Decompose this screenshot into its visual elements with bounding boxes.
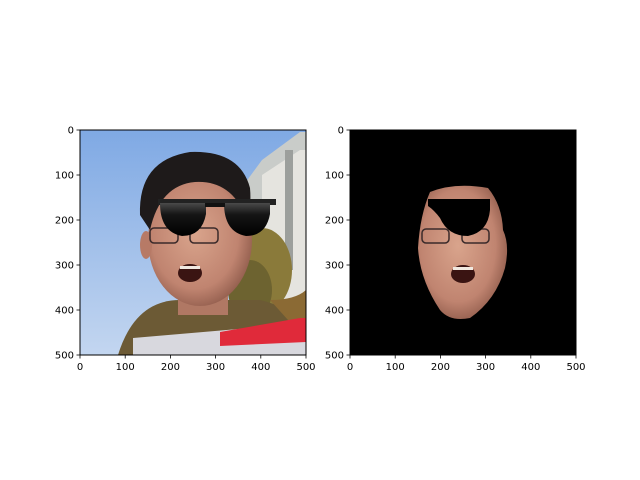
left-ytick-label: 0 [68,126,74,137]
left-xtick-label: 0 [77,362,83,373]
right-ytick-label: 300 [325,261,344,272]
left-ytick-label: 100 [55,171,74,182]
left-ytick-label: 300 [55,261,74,272]
right-xtick-label: 500 [566,362,585,373]
right-ytick-label: 0 [338,126,344,137]
left-photo [80,130,306,355]
right-xtick-label: 200 [431,362,450,373]
right-ytick-label: 400 [325,306,344,317]
left-xtick-label: 400 [251,362,270,373]
right-xtick-label: 400 [521,362,540,373]
left-xtick-label: 300 [206,362,225,373]
right-xtick-label: 300 [476,362,495,373]
right-ytick-label: 200 [325,216,344,227]
left-ytick-label: 200 [55,216,74,227]
left-ytick-label: 500 [55,351,74,362]
left-xtick-label: 500 [296,362,315,373]
right-ytick-label: 500 [325,351,344,362]
right-photo [350,130,576,355]
left-xtick-label: 100 [116,362,135,373]
left-xtick-label: 200 [161,362,180,373]
left-ytick-label: 400 [55,306,74,317]
sunglasses-overlay [158,199,276,236]
right-xtick-label: 0 [347,362,353,373]
right-xtick-label: 100 [386,362,405,373]
right-ytick-label: 100 [325,171,344,182]
